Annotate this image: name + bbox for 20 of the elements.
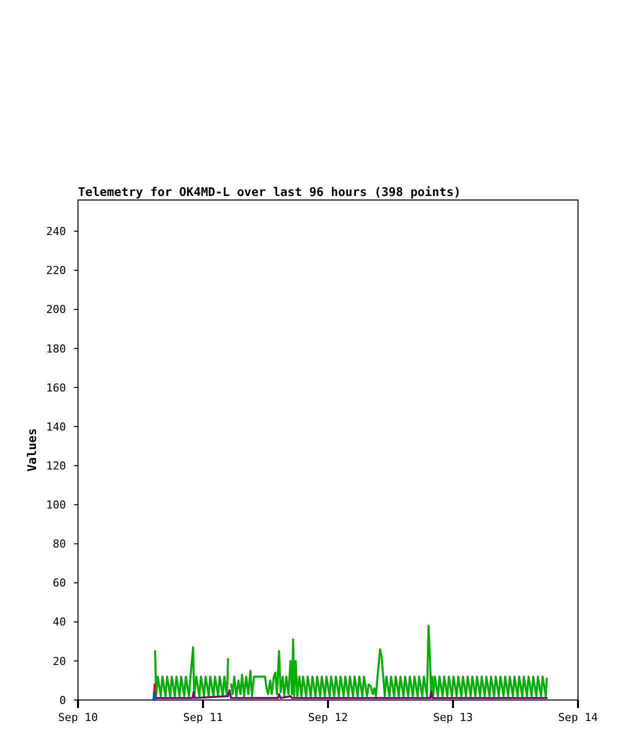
y-tick-label: 40 [52, 616, 66, 629]
y-axis-title: Values [25, 428, 39, 472]
y-tick-label: 20 [52, 654, 66, 668]
y-tick-label: 100 [46, 498, 66, 512]
y-tick-label: 160 [46, 381, 66, 394]
x-tick-label: Sep 10 [58, 711, 98, 724]
y-tick-label: 240 [46, 225, 66, 238]
y-tick-label: 220 [46, 264, 66, 278]
y-tick-label: 60 [52, 576, 66, 590]
x-tick-label: Sep 14 [558, 711, 598, 724]
y-tick-label: 180 [46, 342, 66, 356]
x-tick-label: Sep 12 [308, 711, 348, 724]
y-tick-label: 140 [46, 420, 66, 434]
x-tick-label: Sep 11 [183, 711, 223, 724]
y-tick-label: 120 [46, 459, 66, 472]
y-tick-label: 80 [52, 538, 66, 551]
x-tick-label: Sep 13 [433, 711, 473, 724]
chart-title: Telemetry for OK4MD-L over last 96 hours (398 points) [78, 185, 461, 199]
y-tick-label: 200 [46, 303, 66, 316]
y-tick-label: 0 [59, 694, 66, 707]
